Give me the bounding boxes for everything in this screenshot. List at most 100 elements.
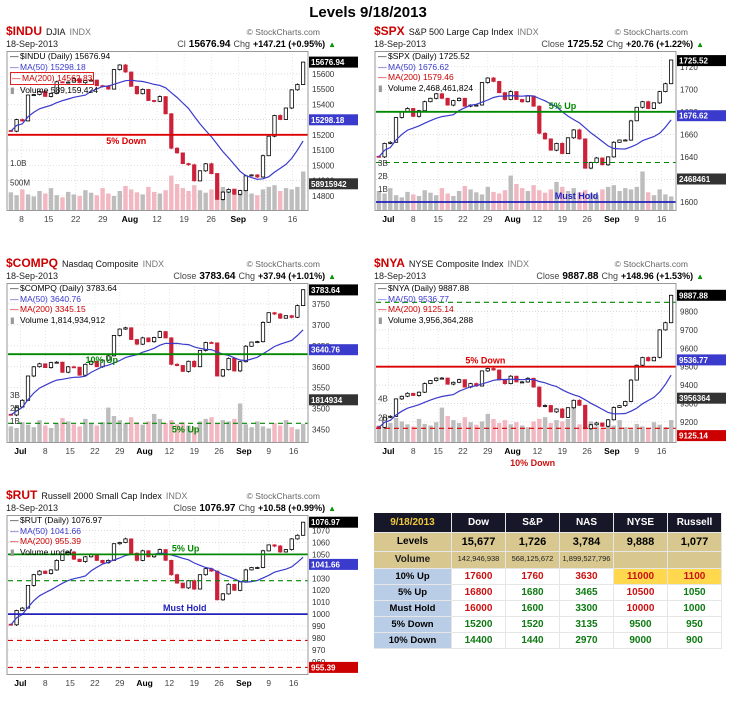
price-boxes: 1076.97 1041.66 955.39: [309, 516, 358, 673]
legend-text: Volume 2,468,461,824: [388, 82, 474, 93]
line-swatch-icon: —: [10, 525, 19, 536]
price-boxes: 3783.64 3640.76 1814934: [309, 284, 358, 406]
plot-border: [374, 51, 677, 211]
volume-icon: ▮: [10, 314, 15, 325]
levels-row-label: Levels: [374, 533, 452, 552]
close-label: Close: [173, 271, 197, 281]
legend-entry: — $NYA (Daily) 9887.88: [378, 283, 473, 294]
price-box-label: 3956364: [679, 394, 711, 403]
y-tick-label: 9400: [680, 381, 698, 390]
legend-entry: — $RUT (Daily) 1076.97: [10, 515, 102, 526]
chart-symbol: $INDU: [6, 24, 43, 38]
level-label: 5% Down: [106, 136, 146, 146]
change-value: +148.96 (+1.53%): [621, 271, 694, 281]
indu-chart-block: $INDU DJIA INDX © StockCharts.com 18-Sep-201…: [0, 23, 368, 255]
up-arrow-icon: ▲: [696, 272, 704, 281]
x-tick-label: Sep: [236, 678, 252, 688]
stockcharts-credit: © StockCharts.com: [614, 27, 688, 37]
levels-table-wrap: 9/18/2013 Dow S&P NAS NYSE Russell Levels 15,67…: [368, 487, 736, 719]
level-cell: 900: [668, 633, 722, 649]
close-value: 1076.97: [199, 503, 236, 514]
x-tick-label: 19: [190, 446, 200, 456]
y-tick-label: 3500: [312, 405, 330, 414]
stockcharts-credit: © StockCharts.com: [246, 491, 320, 501]
grid-layer: [8, 515, 308, 675]
chart-close-group: Close 3783.64 Chg +37.94 (+1.01%) ▲: [173, 270, 336, 283]
x-tick-label: 22: [71, 214, 81, 224]
x-tick-label: 16: [657, 214, 667, 224]
x-tick-label: 19: [179, 214, 189, 224]
chart-legend: — $SPX (Daily) 1725.52— MA(50) 1676.62— MA(…: [378, 51, 473, 93]
chart-subheader: 18-Sep-2013 Close 9887.88 Chg +148.96 (+1.53…: [374, 270, 734, 283]
legend-entry: — MA(50) 3640.76: [10, 294, 117, 305]
chart-legend: — $INDU (Daily) 15676.94— MA(50) 15298.18—…: [10, 51, 110, 95]
up-arrow-icon: ▲: [696, 40, 704, 49]
nya-chart-block: $NYA NYSE Composite Index INDX © StockChart…: [368, 255, 736, 487]
x-tick-label: 15: [433, 214, 443, 224]
spx-chart-block: $SPX S&P 500 Large Cap Index INDX © StockCh…: [368, 23, 736, 255]
x-tick-label: 8: [19, 214, 24, 224]
x-tick-label: 15: [433, 446, 443, 456]
price-box-label: 2468461: [679, 175, 711, 184]
y-tick-label: 14800: [312, 192, 335, 201]
plot-border: [6, 515, 309, 675]
legend-text: MA(50) 1676.62: [388, 61, 449, 72]
x-tick-label: 15: [44, 214, 54, 224]
x-tick-label: 16: [289, 678, 299, 688]
x-tick-label: 16: [289, 446, 299, 456]
chart-index-tag: INDX: [69, 27, 92, 37]
legend-entry: — MA(200) 3345.15: [10, 304, 117, 315]
chart-header: $SPX S&P 500 Large Cap Index INDX © StockCh…: [374, 25, 734, 38]
volume-row-label: Volume: [374, 552, 452, 569]
x-tick-label: 22: [458, 214, 468, 224]
x-tick-label: 8: [43, 678, 48, 688]
legend-text: Volume undef: [20, 546, 72, 557]
y-tick-label: 1060: [312, 539, 330, 548]
level-cell: 1680: [506, 585, 560, 601]
close-label: Close: [541, 39, 565, 49]
price-box-label: 3640.76: [311, 346, 340, 355]
legend-entry: — $SPX (Daily) 1725.52: [378, 51, 473, 62]
plot-border: [374, 283, 677, 443]
ma50-line: [10, 79, 304, 180]
level-cell: 9500: [614, 617, 668, 633]
y-tick-label: 1010: [312, 598, 330, 607]
stockcharts-credit: © StockCharts.com: [246, 259, 320, 269]
legend-text: $SPX (Daily) 1725.52: [388, 51, 470, 61]
change-value: +147.21 (+0.95%): [253, 39, 326, 49]
y-tick-label: 15100: [312, 146, 335, 155]
line-swatch-icon: —: [378, 293, 387, 304]
up-arrow-icon: ▲: [328, 504, 336, 513]
level-lines: 5% Down: [376, 301, 676, 429]
level-cell: 2970: [560, 633, 614, 649]
legend-text: MA(50) 9536.77: [388, 293, 449, 304]
volume-bars: [376, 171, 674, 211]
price-box-label: 1814934: [311, 396, 343, 405]
y-tick-label: 15500: [312, 85, 335, 94]
legend-entry: — $COMPQ (Daily) 3783.64: [10, 283, 117, 294]
change-label: Chg: [233, 39, 251, 49]
x-tick-label: 16: [288, 214, 298, 224]
index-volume-value: 568,125,672: [506, 552, 560, 569]
change-label: Chg: [238, 271, 256, 281]
chart-subheader: 18-Sep-2013 Close 1725.52 Chg +20.76 (+1.22%…: [374, 38, 734, 51]
line-swatch-icon: —: [10, 304, 19, 314]
change-label: Chg: [238, 503, 256, 513]
index-volume-value: 142,946,938: [452, 552, 506, 569]
page-title: Levels 9/18/2013: [309, 4, 427, 21]
chart-close-group: Close 1725.52 Chg +20.76 (+1.22%) ▲: [541, 38, 704, 51]
y-tick-label: 15600: [312, 70, 335, 79]
y-tick-label: 9300: [680, 400, 698, 409]
volume-axis-label: 4B: [378, 394, 388, 403]
compq-chart-canvas: 10% Up5% Up37503700365036003550350034503…: [6, 283, 358, 456]
close-value: 15676.94: [188, 39, 231, 50]
y-tick-label: 980: [312, 634, 326, 643]
level-cell: 17600: [452, 569, 506, 585]
chart-symbol: $SPX: [374, 24, 405, 38]
x-tick-label: 8: [411, 214, 416, 224]
x-tick-label: Sep: [604, 446, 620, 456]
x-axis: Jul 8 15 22 29 Aug 12 19 26 Sep 9 16: [14, 446, 298, 456]
y-tick-label: 1070: [312, 527, 330, 536]
x-tick-label: 15: [65, 446, 75, 456]
index-level-value: 1,726: [506, 533, 560, 552]
